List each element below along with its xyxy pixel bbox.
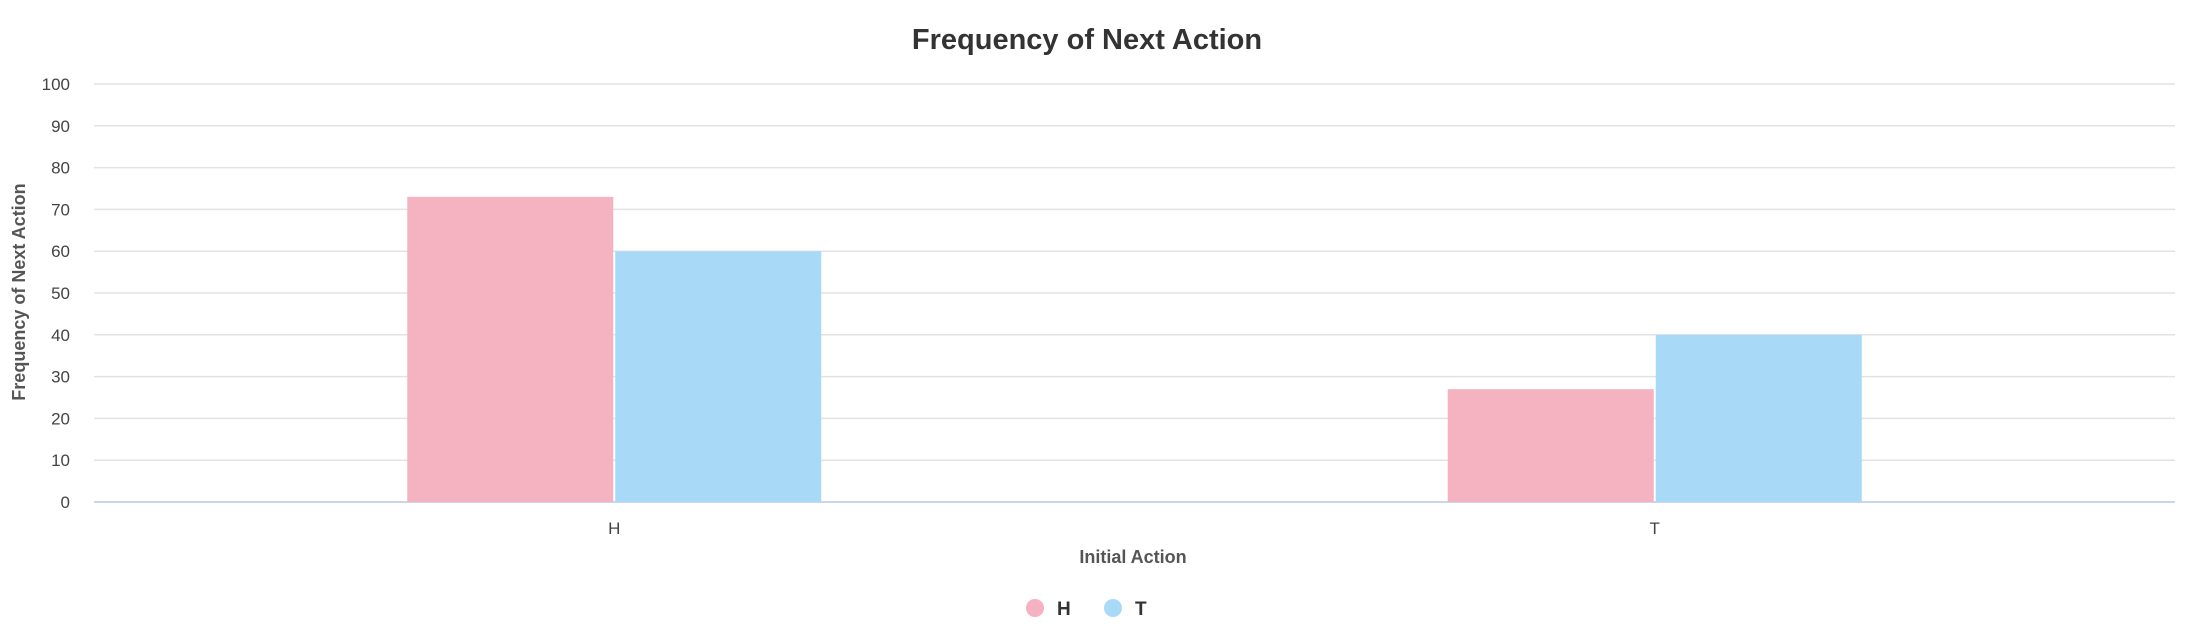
bar-T-H[interactable] [1447, 389, 1654, 502]
y-tick-label: 10 [51, 451, 70, 470]
legend-swatch [1104, 599, 1122, 617]
bar-T-T[interactable] [1655, 334, 1862, 502]
y-tick-label: 30 [51, 368, 70, 387]
legend-item-T[interactable]: T [1104, 599, 1147, 620]
y-tick-label: 60 [51, 242, 70, 261]
y-tick-label: 80 [51, 159, 70, 178]
legend-label: H [1057, 599, 1071, 620]
bar-H-T[interactable] [615, 251, 822, 502]
y-axis-ticks: 0 10 20 30 40 50 60 70 80 90 100 [42, 75, 70, 512]
y-tick-label: 90 [51, 117, 70, 136]
legend-label: T [1135, 599, 1147, 620]
y-tick-label: 70 [51, 200, 70, 219]
bar-H-H[interactable] [407, 196, 614, 503]
y-tick-label: 0 [61, 493, 70, 512]
x-tick-label: H [608, 519, 620, 538]
chart-title: Frequency of Next Action [912, 24, 1262, 56]
y-tick-label: 20 [51, 409, 70, 428]
y-tick-label: 40 [51, 326, 70, 345]
legend-swatch [1026, 599, 1044, 617]
legend-item-H[interactable]: H [1026, 599, 1071, 620]
x-tick-label: T [1650, 519, 1660, 538]
y-tick-label: 100 [42, 75, 70, 94]
x-axis-title: Initial Action [1079, 547, 1186, 567]
y-axis-title: Frequency of Next Action [9, 183, 29, 400]
gridlines [94, 83, 2175, 503]
y-tick-label: 50 [51, 284, 70, 303]
bars [407, 196, 1862, 503]
